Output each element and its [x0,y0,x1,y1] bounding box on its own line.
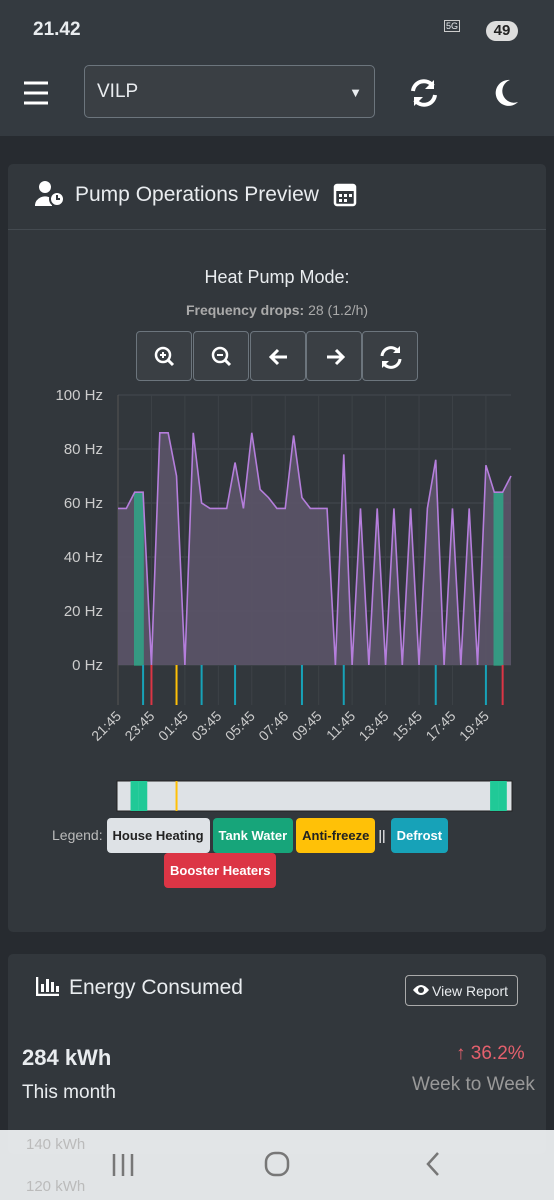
energy-card [8,954,546,1154]
mode-area [493,491,504,666]
drops-value: 28 (1.2/h) [308,302,369,318]
x-tick-label: 17:45 [422,708,458,744]
timeline-segment [498,781,507,811]
x-tick-label: 07:46 [255,708,291,744]
x-tick-label: 19:45 [456,708,492,744]
axis-label: 140 kWh [26,1136,86,1153]
x-tick-label: 01:45 [155,708,191,744]
legend-chip: Anti-freeze [296,818,376,853]
energy-value: 284 kWh [22,1045,112,1070]
mode-area [133,491,144,666]
y-tick-label: 0 Hz [72,657,103,674]
device-select[interactable]: VILP ▼ [84,65,375,118]
legend-chip: Defrost [390,818,449,853]
divider [8,229,546,230]
legend-label: Legend: [52,827,103,843]
legend-separator: || [378,827,386,843]
timeline [116,780,513,812]
chart: 0 Hz 20 Hz 40 Hz 60 Hz 80 Hz 100 Hz 21:4523:45… [55,387,513,812]
battery: 49 [486,21,518,41]
timeline-segment [490,781,499,811]
x-tick-label: 05:45 [222,708,258,744]
x-tick-label: 13:45 [356,708,392,744]
reset[interactable] [362,331,418,381]
nav-icons [112,1151,439,1177]
drops: Frequency drops: 28 (1.2/h) [0,302,554,318]
eye-icon [413,985,429,995]
card-title: Pump Operations Preview [75,183,319,206]
y-tick-label: 80 Hz [64,441,103,458]
energy-title: Energy Consumed [69,976,243,999]
legend-chip: House Heating [106,818,210,853]
calendar-icon[interactable] [333,181,357,207]
y-tick-label: 40 Hz [64,549,103,566]
menu-icon[interactable] [22,80,50,106]
x-tick-label: 21:45 [88,708,124,744]
y-tick-label: 60 Hz [64,495,103,512]
chart-icon [36,977,59,996]
view-report[interactable]: View Report [405,975,518,1006]
y-tick-label: 20 Hz [64,603,103,620]
x-tick-label: 15:45 [389,708,425,744]
x-tick-label: 11:45 [323,708,359,744]
zoom-out[interactable] [193,331,249,381]
drops-label: Frequency drops: [185,302,305,318]
timeline-segment [138,781,148,811]
area [118,432,511,665]
nav-bar [0,1130,554,1200]
select-value: VILP [97,81,139,102]
x-tick-label: 23:45 [121,708,157,744]
x-tick-label: 03:45 [188,708,224,744]
clock: 21.42 [33,19,81,40]
line [118,432,512,666]
legend: Legend: House Heating Tank Water Anti-free… [52,818,532,888]
x-tick-label: 09:45 [289,708,325,744]
theme-icon[interactable] [492,78,520,108]
change-period: Week to Week [412,1074,535,1095]
pan-right[interactable] [306,331,362,381]
pan-left[interactable] [250,331,306,381]
network: 5G [444,20,461,32]
energy-change: ↑ 36.2% [456,1043,525,1064]
chart-heading: Heat Pump Mode: [204,267,350,287]
y-tick-label: 100 Hz [55,387,103,404]
button-label: View Report [432,983,509,999]
refresh-icon[interactable] [408,78,440,108]
axis-label: 120 kWh [26,1178,86,1195]
user-clock-icon [35,181,65,207]
energy-period: This month [22,1082,116,1103]
zoom-in[interactable] [136,331,192,381]
change-value: 36.2% [470,1043,525,1064]
legend-chip: Tank Water [212,818,294,853]
timeline-segment [130,781,139,811]
legend-chip: Booster Heaters [164,853,277,888]
